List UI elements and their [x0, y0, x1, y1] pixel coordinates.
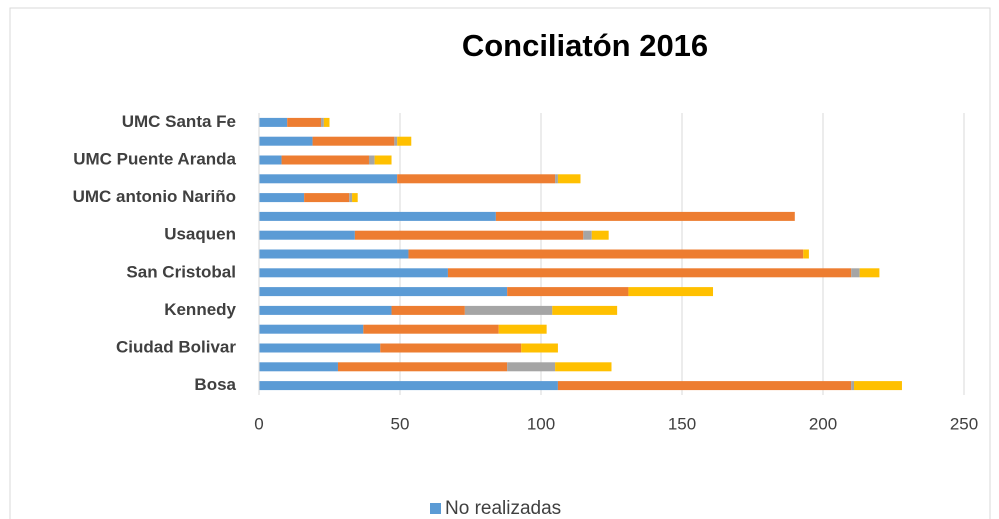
- bar-segment: [321, 117, 324, 127]
- bar-segment: [363, 324, 499, 334]
- bar-segment: [851, 381, 855, 391]
- bar-segment: [259, 249, 409, 259]
- bar-segment: [803, 249, 809, 259]
- y-tick-label: Bosa: [194, 375, 236, 394]
- bar-segment: [391, 305, 465, 315]
- bar-segment: [259, 193, 305, 203]
- bar-segment: [464, 305, 553, 315]
- bar-segment: [323, 117, 330, 127]
- bar-segment: [507, 362, 556, 372]
- bar-segment: [259, 174, 398, 184]
- bar-segment: [859, 268, 880, 278]
- bar-segment: [397, 174, 556, 184]
- bar-segment: [259, 324, 364, 334]
- bar-segment: [507, 287, 629, 297]
- y-tick-label: Ciudad Bolivar: [116, 337, 236, 356]
- bar-segment: [380, 343, 522, 353]
- bar-segment: [259, 268, 448, 278]
- bar-segment: [259, 305, 392, 315]
- bar-segment: [337, 362, 508, 372]
- bar-segment: [259, 211, 496, 221]
- bar-segment: [408, 249, 804, 259]
- bar-segment: [557, 174, 581, 184]
- y-tick-label: UMC Puente Aranda: [73, 149, 236, 168]
- y-tick-label: Usaquen: [164, 225, 236, 244]
- bar-segment: [368, 155, 375, 165]
- bar-segment: [259, 381, 558, 391]
- x-tick-label: 150: [668, 414, 696, 433]
- x-tick-label: 250: [950, 414, 978, 433]
- bar-segment: [447, 268, 852, 278]
- bar-segment: [555, 174, 558, 184]
- bar-segment: [557, 381, 852, 391]
- bar-segment: [854, 381, 902, 391]
- bar-segment: [555, 362, 612, 372]
- bar-segment: [628, 287, 714, 297]
- bar-segment: [397, 136, 412, 146]
- bar-segment: [498, 324, 547, 334]
- bar-segment: [354, 230, 584, 240]
- bar-segment: [851, 268, 860, 278]
- x-tick-label: 100: [527, 414, 555, 433]
- x-tick-label: 0: [254, 414, 263, 433]
- bar-segment: [259, 136, 313, 146]
- chart-title: Conciliatón 2016: [462, 28, 708, 63]
- bar-segment: [349, 193, 353, 203]
- chart-frame: [9, 7, 991, 519]
- bar-segment: [259, 343, 381, 353]
- bar-segment: [394, 136, 398, 146]
- bar-segment: [552, 305, 618, 315]
- x-tick-label: 50: [391, 414, 410, 433]
- bar-segment: [591, 230, 609, 240]
- bar-segment: [521, 343, 558, 353]
- bar-segment: [259, 287, 508, 297]
- x-tick-label: 200: [809, 414, 837, 433]
- legend-swatch: [430, 503, 441, 514]
- y-tick-label: UMC Santa Fe: [122, 112, 236, 131]
- bar-segment: [583, 230, 592, 240]
- bar-segment: [312, 136, 395, 146]
- bar-segment: [352, 193, 358, 203]
- legend-label: No realizadas: [445, 498, 561, 519]
- bar-segment: [259, 117, 288, 127]
- bar-segment: [259, 230, 355, 240]
- bar-segment: [281, 155, 369, 165]
- bar-segment: [374, 155, 392, 165]
- bar-segment: [259, 362, 338, 372]
- bar-segment: [304, 193, 350, 203]
- bar-segment: [287, 117, 322, 127]
- y-tick-label: Kennedy: [164, 300, 236, 319]
- bar-segment: [259, 155, 282, 165]
- bar-segment: [495, 211, 795, 221]
- y-tick-label: UMC antonio Nariño: [73, 187, 236, 206]
- y-tick-label: San Cristobal: [126, 262, 236, 281]
